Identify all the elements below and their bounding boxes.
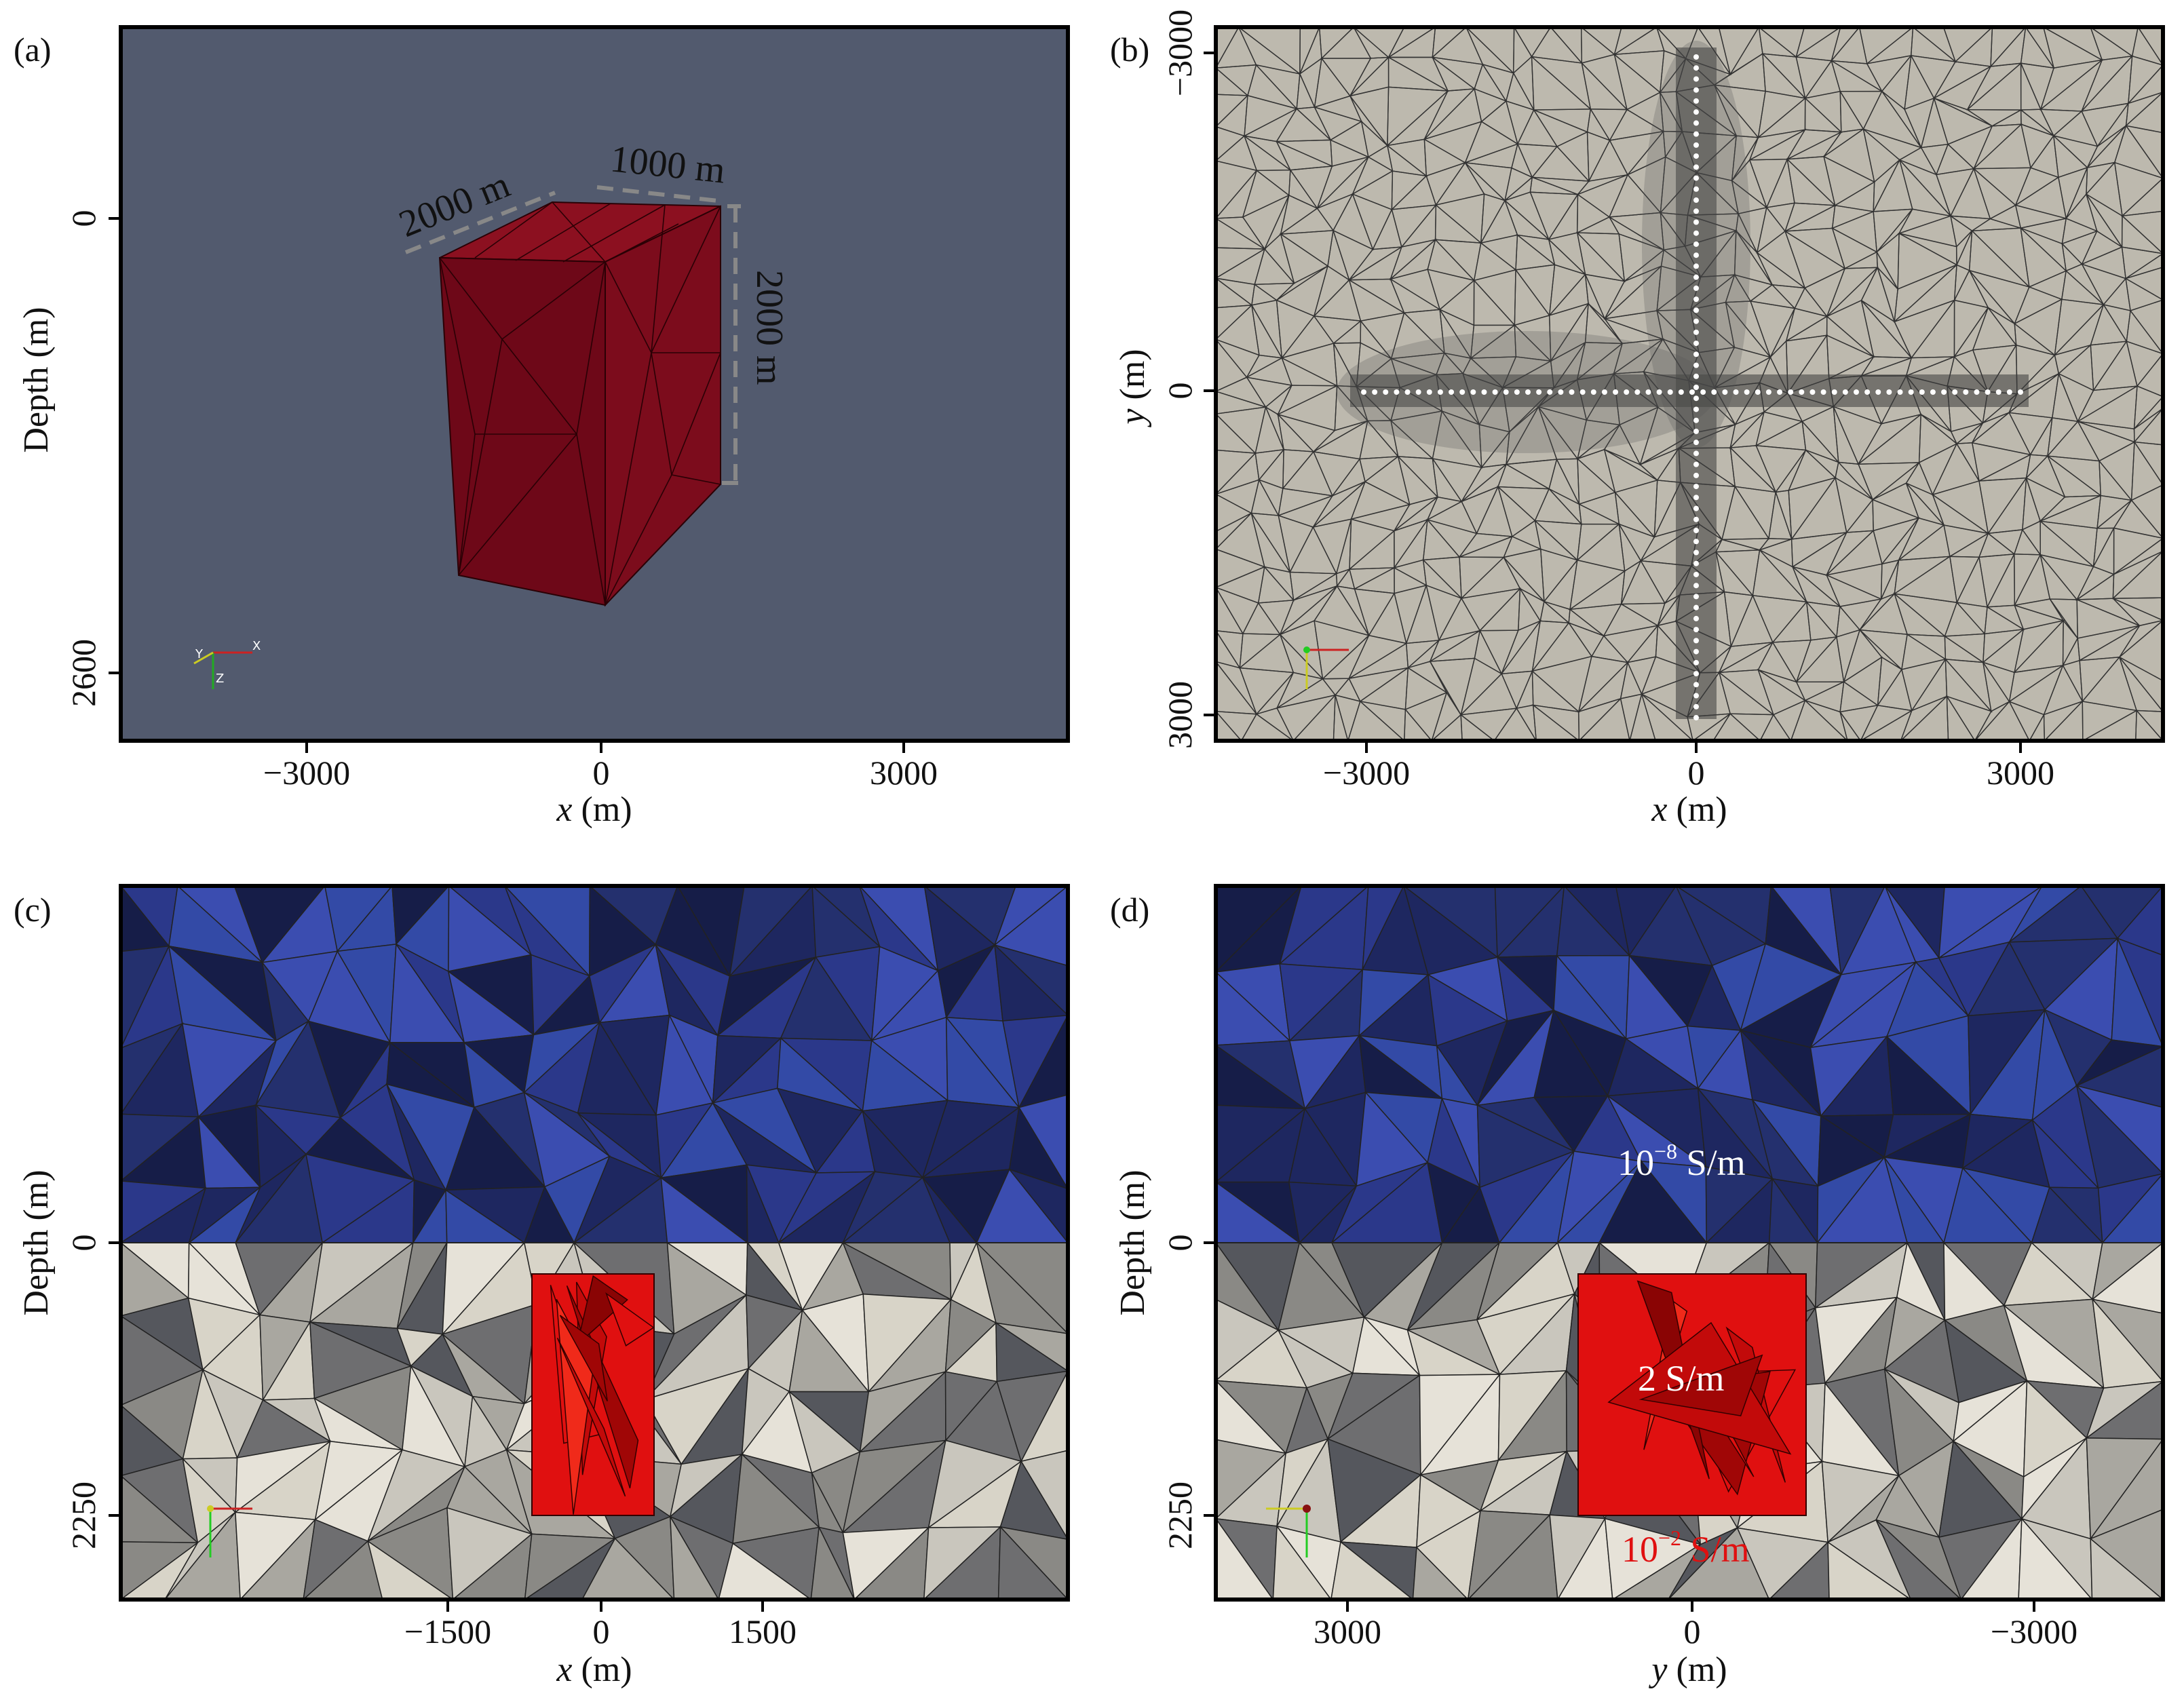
- section-mesh: [121, 886, 1068, 1600]
- panel-b-ticks: [1204, 52, 2022, 753]
- panel-b-ylabel: y (m): [1113, 349, 1152, 427]
- air-conductivity-label: 10−8 S/m: [1617, 1139, 1746, 1183]
- axis-triad-b: [1303, 646, 1349, 689]
- panel-a-ytick-0: 0: [64, 210, 102, 227]
- panel-d-ytick-0: 0: [1161, 1235, 1199, 1252]
- triad-x-label: X: [252, 639, 261, 653]
- panel-c-plot: [121, 886, 1068, 1600]
- panel-a-xlabel: x (m): [556, 790, 632, 829]
- panel-b-plot: [1216, 27, 2163, 741]
- panel-a-xtick-0: −3000: [263, 754, 350, 792]
- panel-a-xtick-1: 0: [593, 754, 610, 792]
- triad-z-label: Z: [216, 672, 224, 686]
- panel-c-xtick-1: 0: [593, 1612, 610, 1650]
- panel-b-xtick-0: −3000: [1323, 754, 1410, 792]
- panel-b-ytick-2: 3000: [1161, 681, 1199, 749]
- panel-c-xlabel: x (m): [556, 1650, 632, 1689]
- panel-a-ylabel: Depth (m): [17, 307, 56, 452]
- axis-triad-a: X Y Z: [193, 639, 261, 689]
- panel-b-frame: [1214, 25, 2165, 743]
- panel-c-ytick-0: 0: [64, 1235, 102, 1252]
- panel-d-xlabel: y (m): [1648, 1650, 1727, 1689]
- panel-d-ytick-1: 2250: [1161, 1482, 1199, 1549]
- panel-c-ylabel: Depth (m): [17, 1169, 56, 1315]
- station-points: [1361, 54, 2023, 720]
- annotation-height: 2000 m: [748, 270, 790, 385]
- panel-c: (c) −1500 0 1500 0 2250 x (m) Depth (m): [14, 884, 1070, 1689]
- block-front-face: [438, 256, 606, 606]
- axis-triad-c: [207, 1505, 252, 1557]
- panel-c-xtick-2: 1500: [729, 1612, 797, 1650]
- axis-triad-d: [1266, 1505, 1311, 1557]
- panel-b: (b) −3000 0 3000 −3000 0 3000 x (m): [1110, 9, 2165, 829]
- panel-b-xtick-2: 3000: [1987, 754, 2054, 792]
- panel-c-ticks: [109, 1241, 764, 1612]
- panel-b-ytick-0: −3000: [1161, 9, 1199, 96]
- panel-d-label: (d): [1110, 891, 1149, 929]
- panel-c-ytick-1: 2250: [64, 1482, 102, 1549]
- panel-d-plot: 10−8 S/m 2 S/m 10−2 S/m: [1216, 886, 2163, 1600]
- ground-conductivity-label: 10−2 S/m: [1622, 1526, 1750, 1570]
- panel-a-xtick-2: 3000: [870, 754, 938, 792]
- panel-c-xtick-0: −1500: [404, 1612, 491, 1650]
- panel-b-ytick-1: 0: [1161, 383, 1199, 400]
- dimension-lines: [404, 185, 741, 485]
- panel-b-label: (b): [1110, 31, 1149, 69]
- panel-d-ticks: [1204, 1241, 2035, 1612]
- panel-a-frame: [119, 25, 1070, 743]
- panel-a-ytick-1: 2600: [64, 639, 102, 707]
- panel-a-label: (a): [14, 31, 52, 69]
- panel-b-xtick-1: 0: [1688, 754, 1705, 792]
- panel-d-ylabel: Depth (m): [1113, 1169, 1152, 1315]
- panel-d-xtick-1: 0: [1684, 1612, 1701, 1650]
- panel-c-label: (c): [14, 891, 52, 929]
- panel-d-xtick-0: 3000: [1314, 1612, 1381, 1650]
- mesh-lines: [1216, 27, 2163, 741]
- section-mesh: [1216, 886, 2163, 1600]
- panel-a-ticks: [109, 217, 905, 753]
- panel-a: (a) 2000 m 1000 m 2000 m: [14, 25, 1070, 829]
- panel-a-plot: 2000 m 1000 m 2000 m X Y Z: [193, 138, 790, 689]
- triad-y-label: Y: [195, 647, 204, 661]
- panel-d: (d) 10−8 S/m 2 S/m 10−2 S/m 3000 0 −3000…: [1110, 884, 2165, 1689]
- anomaly-conductivity-label: 2 S/m: [1638, 1358, 1725, 1399]
- block-mesh: [439, 201, 721, 606]
- panel-b-xlabel: x (m): [1651, 790, 1727, 829]
- panel-d-xtick-2: −3000: [1991, 1612, 2077, 1650]
